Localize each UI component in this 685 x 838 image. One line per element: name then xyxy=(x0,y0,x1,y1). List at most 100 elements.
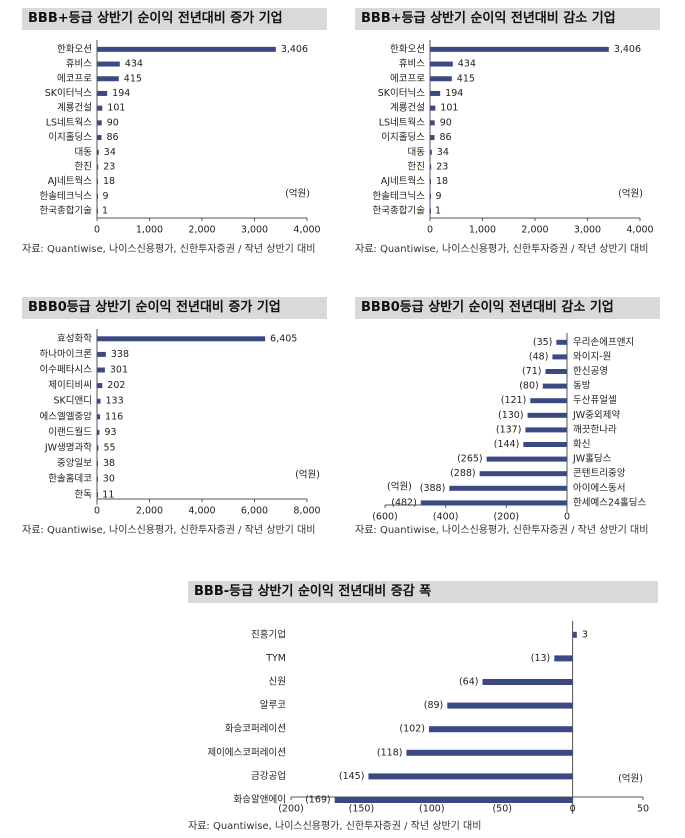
data-label: (102) xyxy=(399,724,425,735)
x-tick-label: (400) xyxy=(433,512,459,523)
category-label: 알루코 xyxy=(260,700,286,711)
bar xyxy=(527,412,567,418)
category-label: 한진 xyxy=(408,161,425,172)
bar xyxy=(97,414,101,420)
chart-title: BBB0등급 상반기 순이익 전년대비 감소 기업 xyxy=(355,297,660,319)
x-tick-label: 3,000 xyxy=(241,225,268,236)
x-tick-label: 50 xyxy=(637,804,649,815)
bar xyxy=(430,208,431,214)
category-label: 제이티비씨 xyxy=(48,380,92,391)
x-tick-label: (150) xyxy=(349,804,375,815)
x-tick-label: 2,000 xyxy=(521,225,548,236)
data-label: 34 xyxy=(104,147,116,158)
category-label: JW생명과학 xyxy=(44,443,92,454)
data-label: 3,406 xyxy=(614,44,641,55)
bar xyxy=(430,46,609,52)
data-label: 1 xyxy=(102,206,108,217)
category-label: 동방 xyxy=(573,381,591,392)
category-label: 효성화학 xyxy=(57,333,92,344)
chart-panel-2: BBB+등급 상반기 순이익 전년대비 감소 기업 0 1,000 2,000 3,0… xyxy=(355,8,660,258)
category-label: 신원 xyxy=(269,677,286,688)
x-tick-label: 2,000 xyxy=(188,225,215,236)
category-label: 콘텐트리중앙 xyxy=(573,467,626,479)
chart-source: 자료: Quantiwise, 나이스신용평가, 신한투자증권 / 작년 상반기… xyxy=(355,525,649,536)
chart-panel-4: BBB0등급 상반기 순이익 전년대비 감소 기업 (600) (400) (200… xyxy=(355,297,660,547)
bar-chart-4: (600) (400) (200) 0 우리손에프앤지 (35) 와이지-원 (48) 한신공영… xyxy=(372,333,647,523)
bar xyxy=(97,105,103,111)
category-label: 화승알앤에이 xyxy=(234,795,286,806)
category-label: 진흥기업 xyxy=(251,628,286,640)
data-label: 133 xyxy=(105,396,123,407)
data-label: 434 xyxy=(458,59,476,70)
bar-chart-3: 0 2,000 4,000 6,000 8,000 효성화학 6,405 하나마이크론 338 이… xyxy=(40,329,321,517)
x-tick-label: 6,000 xyxy=(241,506,268,517)
unit-label: (억원) xyxy=(285,188,310,200)
category-label: 한신공영 xyxy=(573,366,608,377)
x-tick-label: 4,000 xyxy=(293,225,320,236)
data-label: 415 xyxy=(457,73,475,84)
bar-chart-2: 0 1,000 2,000 3,000 4,000 한화오션 3,406 휴비스 434 에코프로… xyxy=(373,40,654,236)
x-tick-label: 0 xyxy=(94,506,100,517)
bar xyxy=(97,120,102,126)
category-label: 두산퓨얼셀 xyxy=(573,395,617,406)
bar xyxy=(97,208,98,214)
category-label: 에스엘엘중앙 xyxy=(40,410,93,422)
data-label: 30 xyxy=(103,474,115,485)
category-label: AJ네트웍스 xyxy=(381,176,426,187)
category-label: 한솔홈데코 xyxy=(48,473,92,485)
x-tick-label: 0 xyxy=(94,225,100,236)
data-label: 38 xyxy=(103,458,115,469)
data-label: 55 xyxy=(103,443,115,454)
bar xyxy=(368,773,573,780)
x-tick-label: (200) xyxy=(278,804,304,815)
bar xyxy=(430,120,435,126)
bar xyxy=(430,61,453,67)
bar xyxy=(428,726,573,733)
category-label: 한솔테크닉스 xyxy=(40,191,93,202)
bar xyxy=(97,492,98,498)
chart-panel-1: BBB+등급 상반기 순이익 전년대비 증가 기업 0 1,000 2,000 3,0… xyxy=(22,8,327,258)
category-label: SK이터닉스 xyxy=(378,88,425,99)
bar xyxy=(430,164,432,170)
bar xyxy=(430,149,432,155)
bar xyxy=(525,427,567,433)
data-label: 90 xyxy=(440,117,452,128)
bar xyxy=(556,339,567,345)
x-tick-label: (100) xyxy=(419,804,445,815)
bar xyxy=(97,90,108,96)
data-label: (130) xyxy=(498,410,524,421)
bar xyxy=(97,367,105,373)
data-label: 301 xyxy=(110,365,128,376)
chart-source: 자료: Quantiwise, 나이스신용평가, 신한투자증권 / 작년 상반기… xyxy=(22,244,316,255)
data-label: 34 xyxy=(437,147,449,158)
chart-source: 자료: Quantiwise, 나이스신용평가, 신한투자증권 / 작년 상반기… xyxy=(355,244,649,255)
category-label: 우리손에프앤지 xyxy=(573,337,634,348)
category-label: 한독 xyxy=(75,489,93,500)
bar xyxy=(97,445,99,451)
data-label: 434 xyxy=(125,59,143,70)
category-label: 계룡건설 xyxy=(390,102,425,114)
chart-source: 자료: Quantiwise, 나이스신용평가, 신한투자증권 / 작년 상반기… xyxy=(22,525,316,536)
category-label: 한국종합기술 xyxy=(40,206,93,217)
data-label: 23 xyxy=(103,161,115,172)
data-label: (64) xyxy=(459,677,479,688)
x-tick-label: 8,000 xyxy=(293,506,320,517)
category-label: 에코프로 xyxy=(390,73,425,84)
x-tick-label: (200) xyxy=(494,512,520,523)
category-label: 와이지-원 xyxy=(573,350,611,362)
chart-title: BBB-등급 상반기 순이익 전년대비 증감 폭 xyxy=(188,581,658,603)
x-tick-label: 3,000 xyxy=(574,225,601,236)
data-label: 101 xyxy=(107,103,125,114)
chart-panel-3: BBB0등급 상반기 순이익 전년대비 증가 기업 0 2,000 4,000 6,0… xyxy=(22,297,327,547)
x-tick-label: 4,000 xyxy=(188,506,215,517)
bar xyxy=(97,429,100,435)
data-label: 202 xyxy=(107,380,125,391)
category-label: 계룡건설 xyxy=(57,102,92,114)
category-label: 에코프로 xyxy=(57,73,92,84)
category-label: 깨끗한나라 xyxy=(573,423,617,435)
data-label: (144) xyxy=(494,439,520,450)
unit-label: (억원) xyxy=(387,481,412,493)
chart-source: 자료: Quantiwise, 나이스신용평가, 신한투자증권 / 작년 상반기… xyxy=(188,821,482,832)
category-label: JW중외제약 xyxy=(572,409,620,421)
x-tick-label: (50) xyxy=(492,804,512,815)
